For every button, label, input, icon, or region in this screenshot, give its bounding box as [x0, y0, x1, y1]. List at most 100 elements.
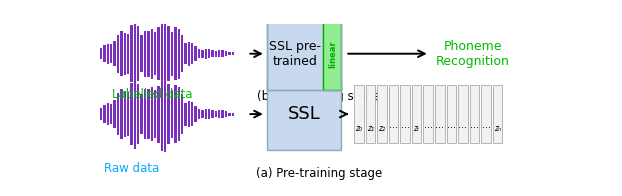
Bar	[154, 90, 156, 138]
FancyBboxPatch shape	[377, 85, 387, 143]
Bar	[174, 27, 177, 80]
Bar	[141, 94, 143, 134]
Bar	[174, 85, 177, 143]
Bar	[137, 26, 139, 81]
FancyBboxPatch shape	[470, 85, 480, 143]
Bar	[141, 35, 143, 72]
Bar	[198, 109, 200, 119]
Bar	[160, 77, 163, 151]
Bar	[188, 101, 190, 127]
Bar	[195, 106, 197, 122]
Bar	[124, 91, 126, 137]
Bar	[113, 41, 116, 66]
Bar	[228, 113, 231, 115]
Bar	[225, 112, 227, 117]
Bar	[120, 31, 123, 76]
Bar	[147, 31, 149, 77]
Bar	[191, 43, 193, 64]
Text: ···: ···	[481, 123, 491, 133]
Bar	[225, 51, 227, 56]
Bar	[205, 109, 207, 119]
Bar	[211, 110, 214, 118]
Bar	[208, 109, 210, 119]
Bar	[127, 92, 129, 136]
Bar	[218, 50, 220, 57]
Bar	[188, 42, 190, 65]
Text: zₙ: zₙ	[494, 124, 501, 133]
Bar	[221, 111, 224, 118]
Bar	[157, 27, 160, 80]
Bar	[218, 110, 220, 118]
Bar	[106, 103, 109, 125]
FancyBboxPatch shape	[400, 85, 410, 143]
Bar	[144, 89, 146, 139]
Bar	[113, 100, 116, 128]
Bar	[147, 89, 149, 139]
Bar	[157, 86, 160, 142]
Bar	[195, 46, 197, 61]
Bar	[184, 43, 187, 64]
Bar	[117, 93, 119, 135]
Text: linear: linear	[328, 40, 337, 67]
Text: ···: ···	[389, 123, 398, 133]
Text: ···: ···	[447, 123, 456, 133]
Text: (b) Fine-tuning stage: (b) Fine-tuning stage	[257, 90, 381, 103]
FancyBboxPatch shape	[267, 78, 341, 150]
Bar	[100, 48, 103, 59]
Text: Raw data: Raw data	[104, 162, 159, 175]
Bar	[160, 19, 163, 88]
Text: z₁: z₁	[367, 124, 374, 133]
Bar	[205, 49, 207, 59]
Text: z₂: z₂	[378, 124, 386, 133]
Bar	[103, 105, 106, 123]
FancyBboxPatch shape	[447, 85, 456, 143]
Bar	[191, 102, 193, 126]
Bar	[167, 84, 170, 144]
Bar	[167, 26, 170, 81]
Bar	[215, 111, 217, 117]
Text: (a) Pre-training stage: (a) Pre-training stage	[256, 167, 382, 180]
Text: Labelled data: Labelled data	[113, 88, 193, 101]
Bar	[198, 49, 200, 58]
Bar	[208, 49, 210, 58]
Bar	[177, 87, 180, 141]
Bar	[201, 50, 203, 58]
Bar	[181, 35, 183, 72]
Bar	[134, 79, 136, 149]
Bar	[117, 34, 119, 73]
Bar	[100, 108, 103, 120]
Bar	[154, 32, 156, 75]
FancyBboxPatch shape	[412, 85, 422, 143]
Text: ···: ···	[470, 123, 479, 133]
Bar	[127, 34, 129, 74]
Bar	[110, 104, 113, 124]
Text: z₀: z₀	[355, 124, 362, 133]
Bar	[106, 44, 109, 64]
Text: Phoneme
Recognition: Phoneme Recognition	[436, 40, 510, 68]
Bar	[134, 22, 136, 86]
Bar	[137, 84, 139, 144]
Text: ···: ···	[458, 123, 467, 133]
Bar	[144, 31, 146, 77]
Bar	[130, 25, 132, 82]
Bar	[151, 87, 153, 141]
FancyBboxPatch shape	[424, 85, 433, 143]
FancyBboxPatch shape	[481, 85, 491, 143]
FancyBboxPatch shape	[267, 17, 323, 90]
Bar	[164, 76, 167, 152]
Bar	[201, 110, 203, 118]
Bar	[221, 50, 224, 57]
Bar	[231, 52, 234, 55]
Text: ···: ···	[424, 123, 433, 133]
Bar	[181, 94, 183, 134]
Bar	[171, 90, 173, 138]
FancyBboxPatch shape	[493, 85, 503, 143]
Bar	[110, 44, 113, 63]
Text: ···: ···	[401, 123, 409, 133]
FancyBboxPatch shape	[435, 85, 445, 143]
Bar	[130, 83, 132, 145]
Bar	[151, 29, 153, 79]
Bar	[177, 29, 180, 79]
FancyBboxPatch shape	[458, 85, 468, 143]
FancyBboxPatch shape	[389, 85, 398, 143]
